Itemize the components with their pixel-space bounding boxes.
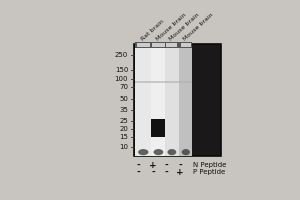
Bar <box>181 43 191 47</box>
Text: 70: 70 <box>119 84 128 90</box>
Bar <box>151 81 166 83</box>
Bar <box>135 45 151 156</box>
Text: -: - <box>178 161 182 170</box>
Bar <box>151 42 166 48</box>
Bar <box>135 42 151 48</box>
Bar <box>179 81 192 83</box>
Bar <box>165 42 178 48</box>
Text: 35: 35 <box>119 107 128 113</box>
Text: -: - <box>137 168 140 177</box>
Text: -: - <box>165 168 168 177</box>
Text: P Peptide: P Peptide <box>193 169 226 175</box>
Text: Mouse brain: Mouse brain <box>169 12 201 42</box>
Text: 20: 20 <box>119 126 128 132</box>
Text: Mouse brain: Mouse brain <box>182 12 214 42</box>
Text: 10: 10 <box>119 144 128 150</box>
Text: 25: 25 <box>119 118 128 124</box>
Bar <box>151 45 166 156</box>
Text: 50: 50 <box>119 96 128 102</box>
Text: 15: 15 <box>119 134 128 140</box>
Text: 150: 150 <box>115 67 128 73</box>
Bar <box>179 45 192 156</box>
Text: -: - <box>137 161 140 170</box>
Bar <box>136 43 150 47</box>
Text: +: + <box>176 168 184 177</box>
Bar <box>135 81 151 83</box>
Bar <box>166 43 178 47</box>
Text: -: - <box>151 168 155 177</box>
Bar <box>134 44 221 156</box>
Ellipse shape <box>182 149 190 155</box>
Text: Mouse brain: Mouse brain <box>155 12 187 42</box>
Bar <box>165 81 178 83</box>
Bar <box>152 43 165 47</box>
Ellipse shape <box>138 149 148 155</box>
Text: 250: 250 <box>115 52 128 58</box>
Text: 100: 100 <box>115 76 128 82</box>
Text: -: - <box>165 161 168 170</box>
Ellipse shape <box>154 149 163 155</box>
Text: N Peptide: N Peptide <box>193 162 227 168</box>
Bar <box>165 45 178 156</box>
Text: Rat brain: Rat brain <box>140 19 165 42</box>
Ellipse shape <box>167 149 176 155</box>
Bar <box>179 42 192 48</box>
Bar <box>152 119 165 137</box>
Text: +: + <box>149 161 157 170</box>
